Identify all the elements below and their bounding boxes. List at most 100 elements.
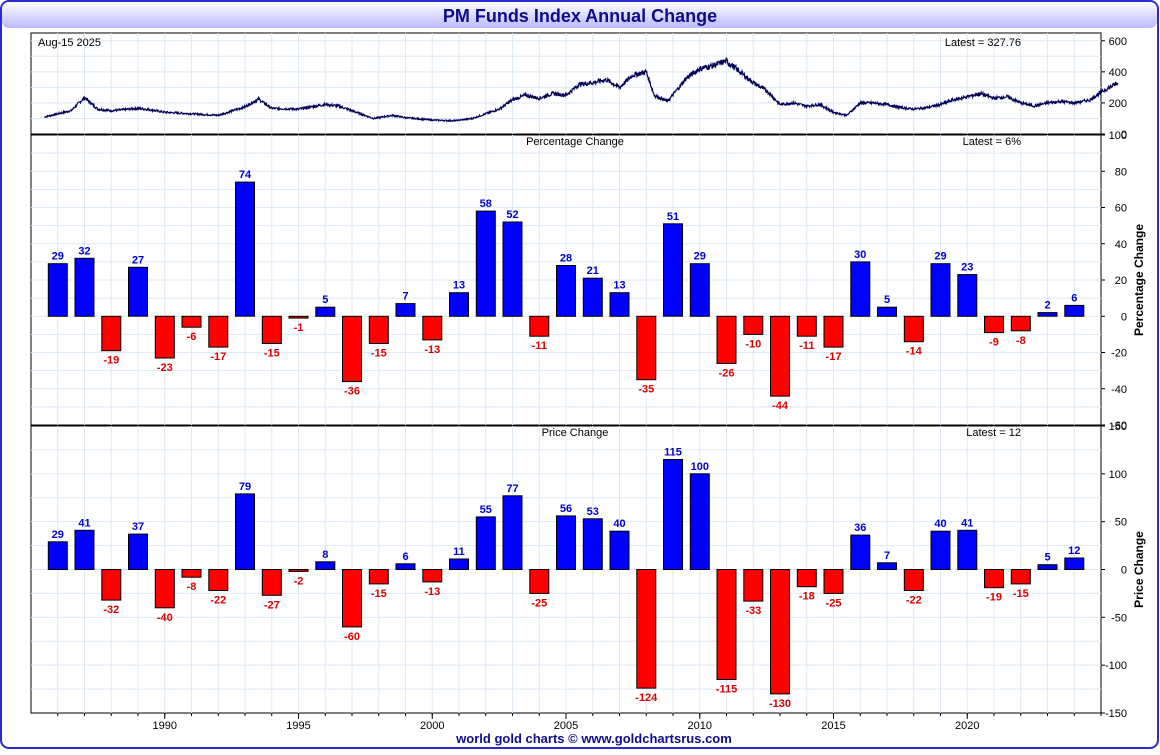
pct-bar — [609, 292, 630, 317]
pct-data-label: 13 — [453, 280, 465, 292]
chg-data-label: -124 — [635, 692, 658, 704]
pct-ytick-label: 100 — [1109, 130, 1127, 142]
chg-ytick-label: -150 — [1105, 708, 1127, 720]
pct-data-label: 29 — [694, 251, 706, 263]
pct-ytick-label: -20 — [1111, 348, 1127, 360]
pct-bar — [903, 315, 924, 343]
pct-bar — [556, 265, 576, 317]
chg-data-label: -40 — [157, 612, 173, 624]
pct-data-label: 5 — [884, 294, 890, 306]
chg-data-label: -25 — [826, 597, 842, 609]
pct-data-label: -36 — [344, 386, 360, 398]
pct-bar — [342, 315, 362, 383]
pct-bar — [395, 303, 416, 317]
chg-bar — [101, 569, 122, 601]
chg-bar — [368, 569, 389, 585]
chg-data-label: -25 — [531, 597, 547, 609]
chg-bar — [984, 569, 1004, 589]
chg-bar — [208, 569, 229, 591]
chg-bar — [770, 569, 790, 695]
price-change-panel: -150 -100 -50 0 50 100 150 Price Change Latest =… — [30, 421, 1146, 720]
pct-data-label: 74 — [239, 169, 252, 181]
pct-ytick-label: -40 — [1111, 384, 1127, 396]
pct-bar — [823, 315, 844, 348]
chg-data-label: 77 — [506, 483, 518, 495]
chart-title: PM Funds Index Annual Change — [443, 6, 717, 26]
pct-latest-label: Latest = 6% — [963, 136, 1022, 148]
pct-data-label: 2 — [1044, 300, 1050, 312]
chg-bar — [395, 563, 416, 570]
pct-data-label: -17 — [826, 351, 842, 363]
chg-data-label: -60 — [344, 631, 360, 643]
title-bar — [2, 2, 1157, 28]
pct-bar — [128, 266, 148, 317]
chg-data-label: 29 — [52, 529, 64, 541]
chg-ytick-label: 100 — [1109, 469, 1127, 481]
price-ytick-label: 600 — [1109, 36, 1127, 48]
pct-data-label: 29 — [52, 251, 64, 263]
price-ytick-label: 200 — [1109, 98, 1127, 110]
pct-data-label: 5 — [322, 294, 328, 306]
chg-bar — [716, 569, 737, 680]
chg-bar — [957, 529, 978, 570]
chg-data-label: 40 — [934, 518, 946, 530]
chg-panel-title: Price Change — [542, 427, 609, 439]
chg-bar — [823, 569, 844, 594]
pct-bar — [475, 210, 496, 317]
chg-data-label: 11 — [453, 546, 465, 558]
pct-data-label: -14 — [906, 346, 923, 358]
pct-bar — [235, 181, 255, 317]
pct-bar — [101, 315, 122, 352]
pct-bar — [689, 263, 710, 317]
pct-bar — [930, 263, 951, 317]
pct-ytick-label: -60 — [1111, 420, 1127, 432]
x-tick-label: 1990 — [153, 720, 177, 732]
pct-data-label: 30 — [854, 249, 866, 261]
chg-data-label: -33 — [745, 605, 761, 617]
chg-data-label: -27 — [264, 599, 280, 611]
chg-bar — [609, 530, 630, 571]
pct-bar — [154, 315, 175, 359]
pct-ytick-label: 0 — [1121, 311, 1127, 323]
pct-data-label: -23 — [157, 362, 173, 374]
chg-bar — [877, 562, 897, 570]
x-tick-label: 1995 — [286, 720, 310, 732]
price-date-label: Aug-15 2025 — [38, 37, 101, 49]
pct-bar — [877, 306, 897, 317]
pct-bar — [74, 257, 95, 317]
pct-bar — [502, 221, 523, 317]
chg-bar — [556, 515, 576, 571]
pct-data-label: -26 — [719, 367, 735, 379]
x-tick-label: 2015 — [821, 720, 845, 732]
chg-bar — [850, 534, 871, 570]
pct-data-label: 58 — [480, 198, 492, 210]
chg-data-label: -32 — [103, 604, 119, 616]
pct-bar — [663, 223, 683, 317]
chg-data-label: 115 — [664, 447, 682, 459]
chg-bar — [502, 495, 523, 570]
x-tick-label: 2010 — [688, 720, 712, 732]
pct-data-label: -13 — [424, 344, 440, 356]
pct-data-label: 52 — [506, 209, 518, 221]
chg-bar — [154, 569, 175, 609]
pct-bar — [770, 315, 790, 397]
chg-bar — [261, 569, 282, 596]
pct-bar — [368, 315, 389, 344]
pct-data-label: -44 — [772, 400, 789, 412]
chg-data-label: -18 — [799, 591, 815, 603]
chg-data-label: 6 — [402, 551, 408, 563]
chg-bar — [1037, 564, 1058, 571]
chg-data-label: 41 — [961, 517, 973, 529]
chg-data-label: 55 — [480, 504, 492, 516]
chg-data-label: -130 — [769, 698, 791, 710]
chg-ytick-label: -100 — [1105, 660, 1127, 672]
pct-data-label: 23 — [961, 262, 973, 274]
pct-ytick-label: 60 — [1115, 203, 1127, 215]
pct-bar — [984, 315, 1004, 334]
price-latest-label: Latest = 327.76 — [945, 37, 1021, 49]
pct-bar — [743, 315, 764, 335]
price-line — [44, 57, 1119, 123]
chg-bar — [689, 473, 710, 570]
